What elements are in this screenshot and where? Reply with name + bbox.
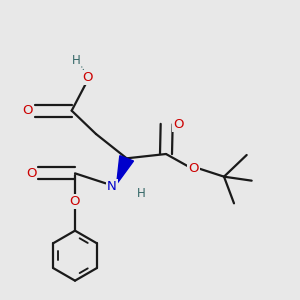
Text: H: H (72, 54, 80, 67)
Text: H: H (137, 187, 146, 200)
Text: O: O (70, 195, 80, 208)
Text: N: N (107, 180, 116, 193)
Text: O: O (22, 104, 33, 117)
Text: O: O (82, 71, 93, 84)
Text: O: O (188, 162, 199, 175)
Text: O: O (173, 118, 184, 130)
Text: O: O (26, 167, 36, 180)
Polygon shape (117, 156, 134, 184)
